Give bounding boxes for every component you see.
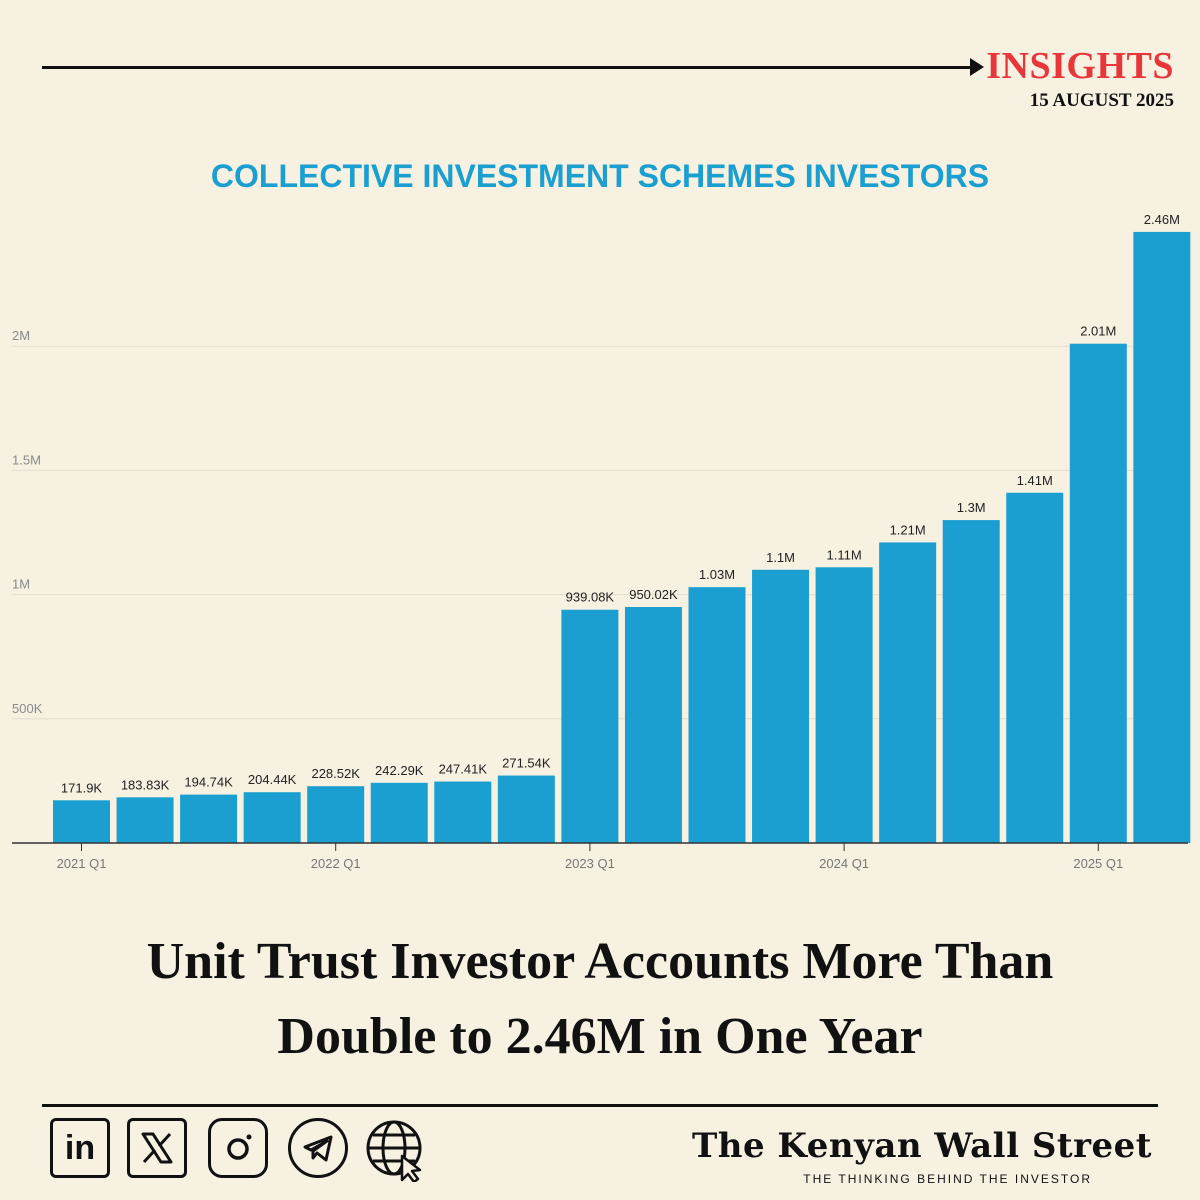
instagram-glyph <box>227 1134 252 1160</box>
data-label: 950.02K <box>629 587 678 602</box>
x-logo-glyph <box>141 1132 173 1164</box>
bar-chart: 500K 1M 1.5M 2M 171.9K 183.83K 194.74K 204.44K 2… <box>12 212 1191 871</box>
data-label: 194.74K <box>184 775 233 790</box>
headline: Unit Trust Investor Accounts More Than D… <box>40 924 1160 1074</box>
data-label: 939.08K <box>566 590 615 605</box>
bar <box>752 569 810 843</box>
x-icon[interactable] <box>127 1118 187 1178</box>
header-arrow-line <box>42 66 974 69</box>
y-tick-label: 500K <box>12 701 43 716</box>
data-label: 171.9K <box>61 780 103 795</box>
data-label: 1.41M <box>1017 473 1053 488</box>
data-label: 1.1M <box>766 550 795 565</box>
bar <box>116 797 174 843</box>
data-label: 1.03M <box>699 567 735 582</box>
bar <box>942 520 1000 843</box>
telegram-glyph <box>303 1135 333 1162</box>
data-label: 2.46M <box>1144 212 1180 227</box>
data-label: 183.83K <box>121 777 170 792</box>
x-tick-label: 2024 Q1 <box>819 856 869 871</box>
data-label: 228.52K <box>311 766 360 781</box>
brand-tagline: THE THINKING BEHIND THE INVESTOR <box>803 1172 1092 1186</box>
bar <box>815 567 873 843</box>
data-label: 242.29K <box>375 763 424 778</box>
x-tick-label: 2022 Q1 <box>311 856 361 871</box>
instagram-icon[interactable] <box>208 1118 268 1178</box>
bar <box>688 587 746 843</box>
x-tick-label: 2023 Q1 <box>565 856 615 871</box>
bar <box>624 607 682 843</box>
data-label: 1.11M <box>827 547 862 562</box>
y-tick-label: 1M <box>12 577 30 592</box>
y-tick-label: 1.5M <box>12 452 41 467</box>
data-label: 2.01M <box>1080 324 1116 339</box>
bar <box>497 775 555 843</box>
data-label: 247.41K <box>439 762 488 777</box>
insights-label: INSIGHTS <box>986 45 1174 87</box>
bar <box>1069 343 1127 843</box>
x-tick-label: 2021 Q1 <box>57 856 107 871</box>
chart-title: COLLECTIVE INVESTMENT SCHEMES INVESTORS <box>210 158 990 194</box>
bar <box>307 786 365 843</box>
x-tick-label: 2025 Q1 <box>1073 856 1123 871</box>
bar <box>879 542 937 843</box>
brand-logo: The Kenyan Wall Street <box>691 1126 1152 1166</box>
data-label: 1.21M <box>890 522 926 537</box>
bar <box>561 609 619 843</box>
y-tick-label: 2M <box>12 328 30 343</box>
bar <box>180 794 238 843</box>
bar <box>1133 231 1191 843</box>
bar <box>53 800 110 843</box>
publication-date: 15 AUGUST 2025 <box>1029 90 1174 111</box>
data-label: 271.54K <box>502 756 551 771</box>
data-label: 1.3M <box>957 500 986 515</box>
linkedin-icon-text: in <box>64 1129 96 1167</box>
footer-divider <box>42 1104 1158 1107</box>
telegram-icon[interactable] <box>288 1118 348 1178</box>
bar <box>243 792 301 843</box>
bar <box>434 781 492 843</box>
website-icon[interactable] <box>364 1118 428 1184</box>
headline-line-2: Double to 2.46M in One Year <box>277 1008 923 1065</box>
data-label: 204.44K <box>248 772 297 787</box>
bar <box>1006 492 1064 843</box>
headline-line-1: Unit Trust Investor Accounts More Than <box>146 933 1054 990</box>
linkedin-icon[interactable]: in <box>50 1118 110 1178</box>
bar <box>370 782 428 843</box>
arrow-head-icon <box>970 58 984 76</box>
globe-glyph <box>366 1120 422 1184</box>
